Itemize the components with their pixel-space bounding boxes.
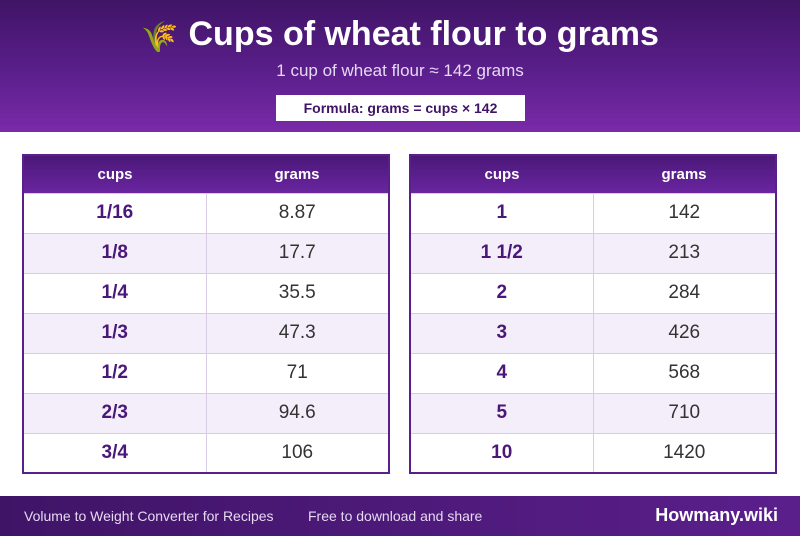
table-row: 1 142	[410, 192, 776, 233]
cell-grams: 710	[593, 392, 776, 433]
cell-grams: 1420	[593, 432, 776, 473]
cell-cups: 5	[410, 392, 594, 433]
cell-grams: 568	[593, 352, 776, 393]
table-row: 3 426	[410, 312, 776, 353]
conversion-table-right: cups grams 1 142 1 1/2 213 2 284 3 426 4 568 5 710 1…	[409, 154, 777, 474]
page-title-row: 🌾 Cups of wheat flour to grams	[0, 14, 800, 58]
cell-grams: 71	[206, 352, 389, 393]
footer: Volume to Weight Converter for Recipes F…	[0, 496, 800, 536]
page-title: Cups of wheat flour to grams	[188, 15, 659, 53]
cell-cups: 1/8	[23, 232, 207, 273]
footer-brand: Howmany.wiki	[655, 505, 778, 525]
table-row: 2/3 94.6	[23, 392, 389, 433]
cell-cups: 1/16	[23, 192, 207, 233]
cell-grams: 426	[593, 312, 776, 353]
table-row: 1/4 35.5	[23, 272, 389, 313]
cell-cups: 2	[410, 272, 594, 313]
footer-tagline: Volume to Weight Converter for Recipes	[24, 508, 274, 524]
table-header-row: cups grams	[23, 155, 389, 193]
cell-cups: 1/2	[23, 352, 207, 393]
page-subtitle: 1 cup of wheat flour ≈ 142 grams	[276, 61, 524, 80]
table-row: 2 284	[410, 272, 776, 313]
table-row: 1/2 71	[23, 352, 389, 393]
table-row: 5 710	[410, 392, 776, 433]
cell-grams: 142	[593, 192, 776, 233]
cell-cups: 3/4	[23, 432, 207, 473]
cell-grams: 8.87	[206, 192, 389, 233]
table-row: 1 1/2 213	[410, 232, 776, 273]
wheat-icon: 🌾	[141, 21, 179, 54]
cell-cups: 4	[410, 352, 594, 393]
footer-note: Free to download and share	[308, 508, 483, 524]
cell-cups: 1/4	[23, 272, 207, 313]
table-row: 3/4 106	[23, 432, 389, 473]
column-header-cups: cups	[410, 155, 593, 193]
cell-grams: 284	[593, 272, 776, 313]
conversion-table-left: cups grams 1/16 8.87 1/8 17.7 1/4 35.5 1/3 47.3…	[22, 154, 390, 474]
table-row: 4 568	[410, 352, 776, 393]
column-header-grams: grams	[593, 155, 776, 193]
cell-grams: 47.3	[206, 312, 389, 353]
cell-cups: 10	[410, 432, 594, 473]
cell-cups: 2/3	[23, 392, 207, 433]
table-header-row: cups grams	[410, 155, 776, 193]
header: 🌾 Cups of wheat flour to grams 1 cup of w…	[0, 0, 800, 132]
cell-grams: 106	[206, 432, 389, 473]
cell-grams: 17.7	[206, 232, 389, 273]
cell-grams: 213	[593, 232, 776, 273]
cell-cups: 1 1/2	[410, 232, 594, 273]
cell-grams: 35.5	[206, 272, 389, 313]
table-row: 10 1420	[410, 432, 776, 473]
cell-cups: 1/3	[23, 312, 207, 353]
table-row: 1/16 8.87	[23, 192, 389, 233]
cell-grams: 94.6	[206, 392, 389, 433]
cell-cups: 3	[410, 312, 594, 353]
column-header-grams: grams	[206, 155, 389, 193]
table-row: 1/8 17.7	[23, 232, 389, 273]
cell-cups: 1	[410, 192, 594, 233]
table-row: 1/3 47.3	[23, 312, 389, 353]
formula-badge: Formula: grams = cups × 142	[276, 95, 525, 121]
column-header-cups: cups	[23, 155, 206, 193]
